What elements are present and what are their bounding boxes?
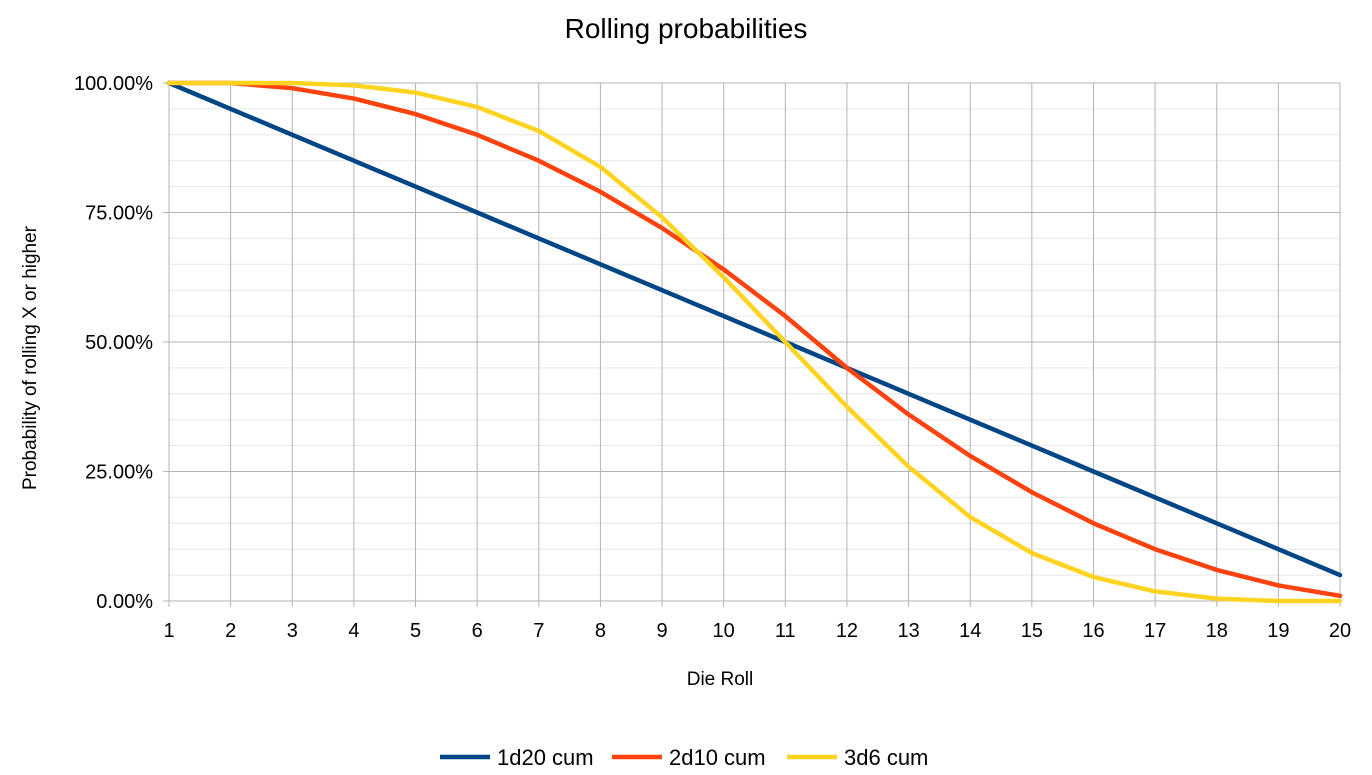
x-axis-label: Die Roll xyxy=(687,669,754,690)
x-tick-label: 16 xyxy=(1082,620,1104,642)
y-axis-ticks: 0.00% 25.00% 50.00% 75.00% 100.00% xyxy=(74,73,153,613)
x-tick-label: 17 xyxy=(1144,620,1166,642)
x-tick-label: 18 xyxy=(1206,620,1228,642)
x-tick-label: 15 xyxy=(1021,620,1043,642)
chart-title: Rolling probabilities xyxy=(565,13,808,44)
x-tick-label: 2 xyxy=(225,620,236,642)
y-tick-label: 25.00% xyxy=(85,462,153,484)
y-tick-label: 0.00% xyxy=(96,591,153,613)
y-tick-label: 75.00% xyxy=(85,203,153,225)
x-tick-label: 11 xyxy=(775,620,796,642)
grid xyxy=(163,82,1341,607)
y-tick-label: 100.00% xyxy=(74,73,153,95)
x-tick-label: 13 xyxy=(897,620,919,642)
series-line-3 xyxy=(166,80,1343,604)
legend-label: 2d10 cum xyxy=(669,745,766,770)
series-lines xyxy=(166,80,1343,604)
x-tick-label: 1 xyxy=(163,620,174,642)
legend-label: 3d6 cum xyxy=(844,745,928,770)
series-line-2 xyxy=(166,80,1343,599)
y-axis-label: Probability of rolling X or higher xyxy=(20,225,41,490)
x-axis-ticks: 1 2 3 4 5 6 7 8 9 10 11 12 13 14 15 16 17 18 19 20 xyxy=(163,620,1351,642)
x-tick-label: 3 xyxy=(287,620,298,642)
x-tick-label: 19 xyxy=(1267,620,1289,642)
x-tick-label: 4 xyxy=(348,620,359,642)
x-tick-label: 14 xyxy=(959,620,981,642)
y-tick-label: 50.00% xyxy=(85,332,153,354)
x-tick-label: 5 xyxy=(410,620,421,642)
x-tick-label: 10 xyxy=(713,620,735,642)
x-tick-label: 8 xyxy=(595,620,606,642)
series-line-1 xyxy=(166,80,1343,578)
legend: 1d20 cum 2d10 cum 3d6 cum xyxy=(440,745,928,770)
x-tick-label: 7 xyxy=(533,620,544,642)
x-tick-label: 6 xyxy=(472,620,483,642)
x-tick-label: 20 xyxy=(1329,620,1351,642)
x-tick-label: 12 xyxy=(836,620,858,642)
x-tick-label: 9 xyxy=(656,620,667,642)
legend-label: 1d20 cum xyxy=(497,745,594,770)
